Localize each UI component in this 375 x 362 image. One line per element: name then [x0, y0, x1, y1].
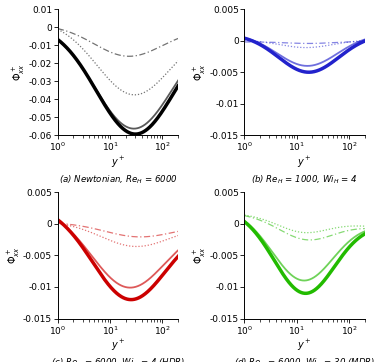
X-axis label: $y^+$: $y^+$ [111, 155, 125, 170]
Y-axis label: $\Phi^+_{xx}$: $\Phi^+_{xx}$ [192, 247, 208, 264]
Text: (c) Re$_H$ = 6000, Wi$_H$ = 4 (HDR): (c) Re$_H$ = 6000, Wi$_H$ = 4 (HDR) [51, 357, 185, 362]
Text: (d) Re$_H$ = 6000, Wi$_H$ = 30 (MDR): (d) Re$_H$ = 6000, Wi$_H$ = 30 (MDR) [234, 357, 375, 362]
Y-axis label: $\Phi^+_{xx}$: $\Phi^+_{xx}$ [6, 247, 22, 264]
X-axis label: $y^+$: $y^+$ [111, 338, 125, 353]
Text: (b) Re$_H$ = 1000, Wi$_H$ = 4: (b) Re$_H$ = 1000, Wi$_H$ = 4 [251, 173, 358, 186]
X-axis label: $y^+$: $y^+$ [297, 155, 312, 170]
X-axis label: $y^+$: $y^+$ [297, 338, 312, 353]
Y-axis label: $\Phi^+_{xx}$: $\Phi^+_{xx}$ [11, 63, 27, 81]
Text: (a) Newtonian, Re$_H$ = 6000: (a) Newtonian, Re$_H$ = 6000 [58, 173, 177, 186]
Y-axis label: $\Phi^+_{xx}$: $\Phi^+_{xx}$ [192, 63, 208, 81]
